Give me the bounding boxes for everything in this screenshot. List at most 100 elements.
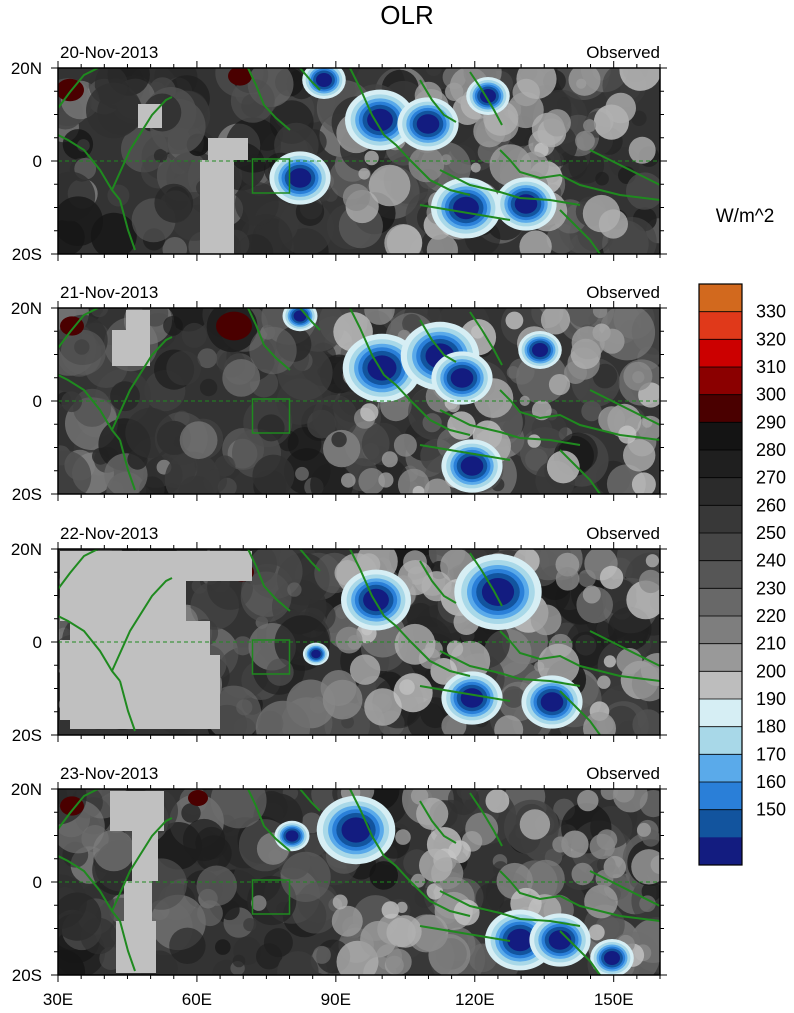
olr-contour: [80, 917, 117, 955]
coastline: [439, 890, 581, 927]
colorbar-swatch: [699, 284, 742, 312]
y-tick-label: 20S: [12, 485, 42, 504]
olr-contour: [342, 183, 370, 211]
colorbar-label: 210: [756, 634, 786, 654]
olr-contour: [332, 894, 348, 910]
colorbar-label: 250: [756, 523, 786, 543]
convection-contour: [288, 168, 312, 188]
olr-contour: [252, 454, 295, 494]
coastline: [119, 920, 136, 972]
olr-field: [58, 789, 660, 975]
olr-field: [58, 68, 660, 254]
missing-data: [60, 640, 88, 720]
coastline: [559, 449, 601, 494]
panel-label: Observed: [586, 283, 660, 302]
olr-contour: [605, 92, 636, 124]
olr-contour: [197, 900, 223, 927]
colorbar-swatch: [699, 422, 742, 451]
olr-contour: [424, 478, 451, 494]
olr-contour: [599, 565, 624, 590]
coastline: [247, 308, 291, 371]
olr-field: [58, 308, 660, 494]
convection-contour: [548, 930, 572, 950]
colorbar-swatch: [699, 450, 742, 478]
olr-contour: [364, 688, 402, 726]
missing-data: [110, 791, 164, 831]
coastline: [111, 577, 173, 672]
units-label: W/m^2: [716, 206, 775, 227]
coastline: [119, 680, 136, 732]
olr-contour: [331, 905, 363, 937]
olr-contour: [639, 895, 656, 912]
olr-contour: [243, 918, 257, 932]
x-tick-label: 90E: [321, 990, 351, 1009]
coastline: [299, 549, 321, 572]
chart-title: OLR: [380, 0, 433, 30]
y-tick-label: 0: [33, 392, 42, 411]
olr-contour: [408, 146, 445, 183]
olr-contour: [368, 164, 411, 207]
olr-contour: [603, 655, 617, 668]
olr-contour: [287, 582, 302, 597]
olr-contour: [232, 954, 246, 968]
colorbar-label: 160: [756, 772, 786, 792]
panel-label: Observed: [586, 764, 660, 783]
high-olr-contour: [216, 311, 252, 341]
olr-contour: [516, 68, 557, 99]
olr-contour: [162, 237, 188, 254]
olr-contour: [632, 709, 660, 735]
colorbar-swatch: [699, 671, 742, 700]
colorbar-label: 170: [756, 744, 786, 764]
colorbar-swatch: [699, 616, 742, 644]
olr-contour: [546, 450, 580, 484]
panel-date: 21-Nov-2013: [60, 283, 158, 302]
olr-contour: [385, 948, 412, 975]
coastlines: [58, 549, 660, 735]
olr-contour: [280, 851, 331, 903]
convection-contour: [604, 951, 620, 965]
olr-contour: [61, 391, 82, 413]
olr-contour: [582, 585, 601, 604]
olr-contour: [181, 803, 201, 823]
y-tick-label: 20S: [12, 966, 42, 985]
panels-layer: 20N 0 20S 20-Nov-2013 Observed 20N 0 20S 21-Nov-…: [11, 43, 667, 1009]
olr-contour: [595, 171, 609, 186]
coastline: [439, 409, 581, 446]
y-tick-label: 0: [33, 873, 42, 892]
coastlines: [58, 308, 660, 494]
coastline: [111, 96, 173, 191]
olr-contour: [60, 329, 106, 375]
coastline: [419, 319, 457, 363]
olr-contour: [450, 640, 491, 682]
convection-contour: [367, 108, 393, 132]
coastlines: [58, 68, 660, 254]
coastline: [439, 169, 581, 206]
coastline: [299, 308, 321, 331]
colorbar-swatch: [699, 367, 742, 395]
olr-contour: [295, 466, 309, 481]
missing-data: [124, 881, 152, 921]
olr-contour: [575, 634, 597, 656]
coastline: [299, 68, 321, 91]
olr-contour: [555, 567, 580, 591]
colorbar-swatch: [699, 699, 742, 727]
olr-contour: [250, 895, 267, 911]
convection-contour: [416, 114, 440, 134]
colorbar-label: 260: [756, 495, 786, 515]
olr-contour: [369, 861, 399, 890]
olr-contour: [494, 715, 524, 735]
colorbar-label: 270: [756, 468, 786, 488]
colorbar-swatch: [699, 394, 742, 423]
olr-contour: [310, 463, 354, 494]
olr-contour: [266, 658, 294, 686]
olr-contour: [597, 675, 611, 689]
y-tick-label: 20N: [11, 780, 42, 799]
coastline: [58, 68, 99, 109]
index-box: [251, 639, 291, 675]
coastline: [499, 870, 660, 922]
olr-contour: [612, 789, 648, 813]
coastline: [419, 685, 511, 702]
olr-contour: [410, 876, 421, 887]
olr-contour: [568, 68, 601, 96]
coastline: [419, 204, 511, 221]
